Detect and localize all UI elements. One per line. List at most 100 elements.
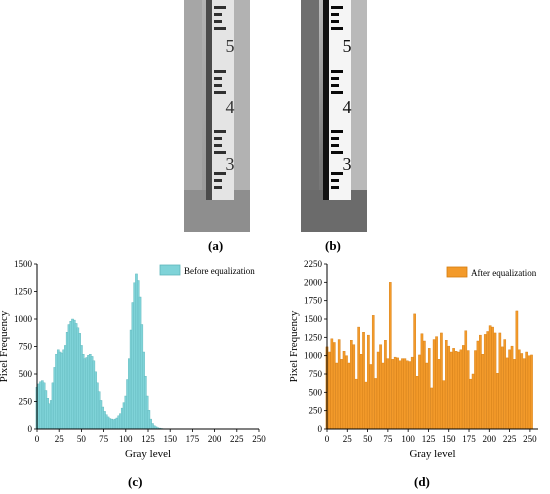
y-tick-label: 500 (309, 387, 323, 397)
x-tick-label: 175 (186, 434, 200, 444)
x-tick-label: 250 (252, 434, 266, 444)
histogram-bar (466, 350, 470, 430)
histogram-bar (376, 351, 380, 430)
histogram-bar (503, 339, 507, 430)
panel-label-c: (c) (128, 474, 143, 489)
x-tick-label: 75 (99, 434, 109, 444)
x-tick-label: 200 (483, 434, 497, 444)
x-tick-label: 50 (363, 434, 373, 444)
histogram-bar (425, 362, 429, 430)
x-tick-label: 150 (163, 434, 177, 444)
x-tick-label: 125 (141, 434, 155, 444)
histogram-bar (335, 362, 339, 430)
legend-swatch (446, 266, 468, 278)
y-axis-label: Pixel Frequency (288, 310, 300, 382)
histogram-bar (398, 360, 402, 430)
y-tick-label: 2000 (304, 277, 323, 287)
legend-label: After equalization (471, 268, 537, 278)
histogram-bar (371, 315, 375, 430)
histogram-bar (525, 351, 528, 430)
histogram-after: 0 25 50 75 100 125 150 175 200 225 250 0 250 500 750 10… (288, 259, 538, 460)
histogram-bar (364, 381, 368, 430)
histogram-bar (354, 378, 358, 430)
histogram-bar (345, 355, 348, 430)
histogram-bar (520, 353, 524, 430)
histogram-before: 0 25 50 75 100 125 150 175 200 225 250 0 250 500 750 10… (0, 259, 266, 460)
legend-swatch (159, 264, 181, 276)
y-tick-label: 750 (309, 369, 323, 379)
histogram-bar (486, 331, 489, 430)
gauge-number: 3 (226, 154, 235, 174)
histogram-bar (379, 344, 382, 430)
y-tick-label: 1250 (14, 287, 33, 297)
histogram-bar (367, 334, 370, 430)
x-tick-label: 50 (77, 434, 87, 444)
histogram-bar (362, 331, 365, 430)
x-tick-label: 175 (462, 434, 476, 444)
histogram-bar (491, 326, 494, 430)
x-tick-label: 250 (523, 434, 537, 444)
histogram-bar (330, 338, 334, 430)
legend-label: Before equalization (184, 266, 255, 276)
y-tick-label: 1500 (14, 259, 33, 269)
histogram-bar (505, 357, 509, 430)
histogram-bar (440, 332, 443, 430)
histogram-bar (432, 339, 436, 430)
histogram-bar (457, 351, 460, 430)
histogram-bar (359, 353, 363, 430)
histogram-bar (481, 353, 485, 430)
histogram-bar (418, 354, 421, 430)
y-tick-label: 500 (19, 369, 33, 379)
histogram-bar (352, 344, 356, 430)
histogram-bar (479, 334, 482, 430)
histogram-bar (388, 282, 392, 430)
gauge-number: 4 (343, 97, 352, 117)
x-axis-label: Gray level (125, 448, 171, 460)
histogram-bar (423, 340, 426, 430)
histogram-bar (415, 375, 419, 430)
histogram-bar (442, 380, 446, 430)
histogram-bar (530, 354, 533, 430)
histogram-bar (493, 332, 497, 430)
x-axis-label: Gray level (409, 448, 455, 460)
y-tick-label: 0 (28, 424, 33, 434)
histogram-bar (476, 340, 480, 430)
gauge-number: 5 (343, 36, 352, 56)
histogram-bar (396, 357, 399, 430)
x-tick-label: 200 (208, 434, 222, 444)
gauge-photo-original: 5 4 3 (184, 0, 250, 232)
histogram-bar (459, 349, 463, 430)
panel-label-a: (a) (208, 238, 224, 253)
histogram-bar (342, 351, 346, 430)
histogram-bar (337, 339, 341, 430)
x-tick-label: 150 (442, 434, 456, 444)
histogram-bar (444, 340, 448, 430)
x-tick-label: 25 (55, 434, 65, 444)
gauge-number: 4 (226, 97, 235, 117)
histogram-bar (384, 340, 387, 430)
histogram-bar (427, 348, 431, 430)
x-tick-label: 125 (422, 434, 436, 444)
histogram-bar (496, 373, 499, 430)
y-tick-label: 2250 (304, 259, 323, 269)
histogram-bar (374, 378, 377, 430)
histogram-bar (420, 333, 424, 430)
histogram-bar (474, 350, 477, 430)
x-tick-label: 225 (230, 434, 244, 444)
x-tick-label: 100 (401, 434, 415, 444)
x-tick-label: 25 (343, 434, 353, 444)
gauge-number: 3 (343, 154, 352, 174)
x-tick-label: 100 (119, 434, 133, 444)
y-tick-label: 1000 (14, 314, 33, 324)
histogram-bar (350, 340, 353, 430)
x-tick-label: 0 (35, 434, 40, 444)
histogram-bar (508, 349, 511, 430)
histogram-bar (413, 313, 416, 430)
histogram-bar (449, 351, 453, 430)
histogram-bar (500, 346, 504, 430)
histogram-bar (483, 334, 487, 430)
histogram-bar (462, 345, 465, 430)
histogram-bar (437, 359, 441, 430)
histogram-bar (406, 360, 409, 430)
panel-label-b: (b) (325, 238, 341, 253)
